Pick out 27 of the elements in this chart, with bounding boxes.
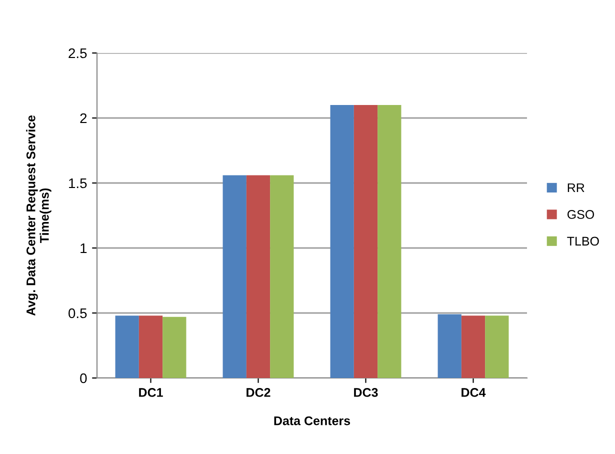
x-tick-label: DC3 bbox=[354, 388, 378, 397]
legend-label: RR bbox=[568, 183, 584, 192]
bar bbox=[461, 316, 486, 378]
y-tick-label: 2.5 bbox=[68, 48, 87, 58]
x-tick-label: DC1 bbox=[139, 388, 163, 397]
x-axis-title: Data Centers bbox=[274, 416, 350, 426]
legend-label: GSO bbox=[567, 210, 594, 219]
bar bbox=[115, 316, 139, 378]
bar bbox=[138, 316, 163, 378]
y-tick-label: 1.5 bbox=[69, 178, 87, 188]
x-tick-label: DC2 bbox=[246, 388, 270, 397]
y-tick-label: 0.5 bbox=[68, 308, 87, 318]
bar bbox=[246, 175, 270, 378]
y-tick-label: 2 bbox=[80, 113, 87, 124]
bar bbox=[270, 175, 294, 378]
bar bbox=[378, 105, 402, 378]
y-axis-title: Avg. Data Center Request Service Time(ms) bbox=[26, 115, 52, 316]
bar bbox=[485, 316, 509, 378]
bar bbox=[162, 316, 186, 378]
x-tick-label: DC4 bbox=[462, 388, 486, 397]
bar bbox=[438, 314, 462, 378]
bar bbox=[222, 175, 246, 378]
y-tick-label: 0 bbox=[80, 373, 87, 384]
bar bbox=[330, 105, 354, 378]
bar bbox=[354, 105, 378, 378]
y-tick-label: 1 bbox=[80, 243, 87, 254]
legend-label: TLBO bbox=[567, 236, 599, 246]
